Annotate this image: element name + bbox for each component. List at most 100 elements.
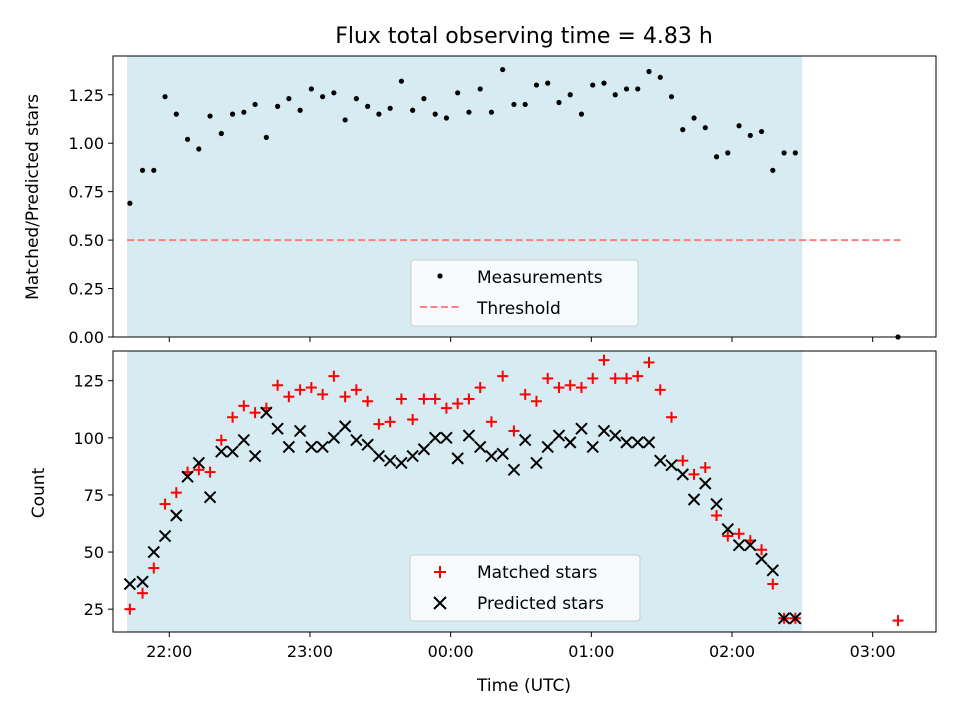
bottom-y-axis: 25 50 75 100 125: [73, 372, 113, 619]
measurement-point: [657, 74, 663, 80]
predicted-star-point: [485, 449, 498, 463]
matched-star-point: [485, 416, 497, 428]
matched-star-point: [542, 372, 554, 384]
measurement-point: [590, 82, 596, 88]
legend-marker-matched: [434, 566, 446, 578]
matched-star-point: [575, 382, 587, 394]
measurement-point: [127, 200, 133, 206]
measurement-point: [556, 99, 562, 106]
predicted-star-point: [248, 449, 262, 463]
measurement-point: [477, 86, 483, 92]
top-y-tick-label: 0.00: [68, 328, 104, 347]
matched-star-point: [305, 382, 317, 394]
matched-star-point: [170, 487, 182, 499]
measurement-point: [308, 86, 314, 92]
measurement-point: [500, 66, 506, 73]
predicted-star-point: [473, 440, 487, 454]
measurement-point: [184, 136, 191, 142]
measurement-point: [218, 130, 224, 137]
matched-star-point: [215, 434, 227, 446]
measurement-point: [488, 109, 495, 115]
predicted-star-point: [350, 433, 363, 447]
predicted-star-point: [654, 454, 667, 467]
matched-star-point: [474, 382, 486, 394]
predicted-star-point: [203, 491, 217, 504]
bottom-panel: 25 50 75 100 125 22:00 23:00 00:00 01:00 02:00 03…: [29, 350, 937, 696]
measurement-point: [567, 92, 573, 98]
measurement-point: [320, 94, 326, 100]
predicted-star-point: [518, 433, 532, 447]
predicted-star-point: [237, 433, 251, 447]
measurement-point: [601, 80, 607, 86]
predicted-star-point: [755, 552, 768, 566]
matched-star-point: [317, 388, 329, 400]
measurement-point: [792, 150, 798, 156]
predicted-star-point: [327, 431, 341, 445]
measurement-point: [578, 111, 585, 117]
bottom-y-tick-label: 75: [84, 486, 104, 505]
predicted-star-point: [181, 470, 194, 483]
legend-label-measurements: Measurements: [477, 268, 603, 288]
top-y-axis: 0.00 0.25 0.50 0.75 1.00 1.25: [68, 86, 113, 347]
predicted-star-point: [744, 538, 757, 552]
top-y-tick-label: 0.25: [68, 280, 104, 299]
matched-star-point: [339, 391, 351, 403]
top-legend-box: [410, 259, 639, 327]
top-x-axis: [168, 337, 874, 342]
measurement-point: [511, 101, 517, 108]
top-y-axis-label: Matched/Predicted stars: [23, 94, 43, 300]
measurement-point: [725, 150, 731, 156]
matched-star-point: [137, 587, 149, 599]
count-series: [123, 354, 904, 627]
measurement-point: [736, 123, 742, 129]
measurement-point: [522, 101, 528, 108]
top-legend: Measurements Threshold: [410, 259, 639, 327]
matched-star-point: [767, 578, 779, 590]
measurement-point: [646, 68, 652, 75]
measurement-point: [162, 94, 168, 100]
matched-star-point: [598, 354, 610, 366]
matched-star-point: [530, 395, 542, 407]
matched-star-point: [463, 393, 475, 405]
matched-star-point: [756, 544, 768, 556]
matched-star-point: [283, 391, 295, 403]
predicted-star-point: [687, 493, 701, 506]
measurement-point: [466, 109, 472, 115]
matched-star-point: [407, 414, 419, 426]
matched-star-point: [677, 455, 689, 467]
measurement-point: [151, 167, 157, 173]
predicted-star-point: [260, 406, 273, 419]
measurement-point: [331, 90, 337, 96]
matched-star-point: [643, 356, 655, 368]
predicted-star-point: [170, 509, 183, 522]
measurement-point: [421, 96, 427, 102]
measurement-point: [196, 146, 202, 152]
predicted-star-point: [721, 522, 734, 536]
predicted-star-point: [215, 445, 228, 458]
predicted-star-point: [316, 440, 329, 454]
matched-star-point: [227, 411, 239, 423]
predicted-star-point: [609, 429, 622, 442]
predicted-star-point: [372, 449, 386, 463]
matched-star-point: [733, 528, 745, 540]
measurement-point: [455, 90, 461, 96]
measurement-point: [781, 150, 787, 156]
top-y-tick-label: 1.25: [68, 86, 104, 105]
legend-label-threshold: Threshold: [476, 299, 561, 319]
matched-star-point: [429, 393, 441, 405]
bottom-x-tick-label: 03:00: [850, 642, 896, 661]
predicted-star-point: [293, 424, 307, 438]
measurement-point: [410, 107, 416, 113]
measurement-point: [432, 111, 438, 117]
measurement-point: [387, 105, 393, 111]
matched-star-point: [711, 509, 723, 521]
predicted-star-point: [451, 452, 464, 465]
legend-label-predicted: Predicted stars: [477, 594, 604, 614]
matched-star-point: [272, 379, 284, 391]
predicted-star-point: [428, 431, 442, 445]
matched-star-point: [193, 464, 205, 476]
bottom-x-axis: 22:00 23:00 00:00 01:00 02:00 03:00: [146, 632, 896, 661]
predicted-star-point: [631, 436, 644, 449]
matched-star-point: [238, 400, 250, 412]
matched-star-point: [373, 418, 385, 430]
